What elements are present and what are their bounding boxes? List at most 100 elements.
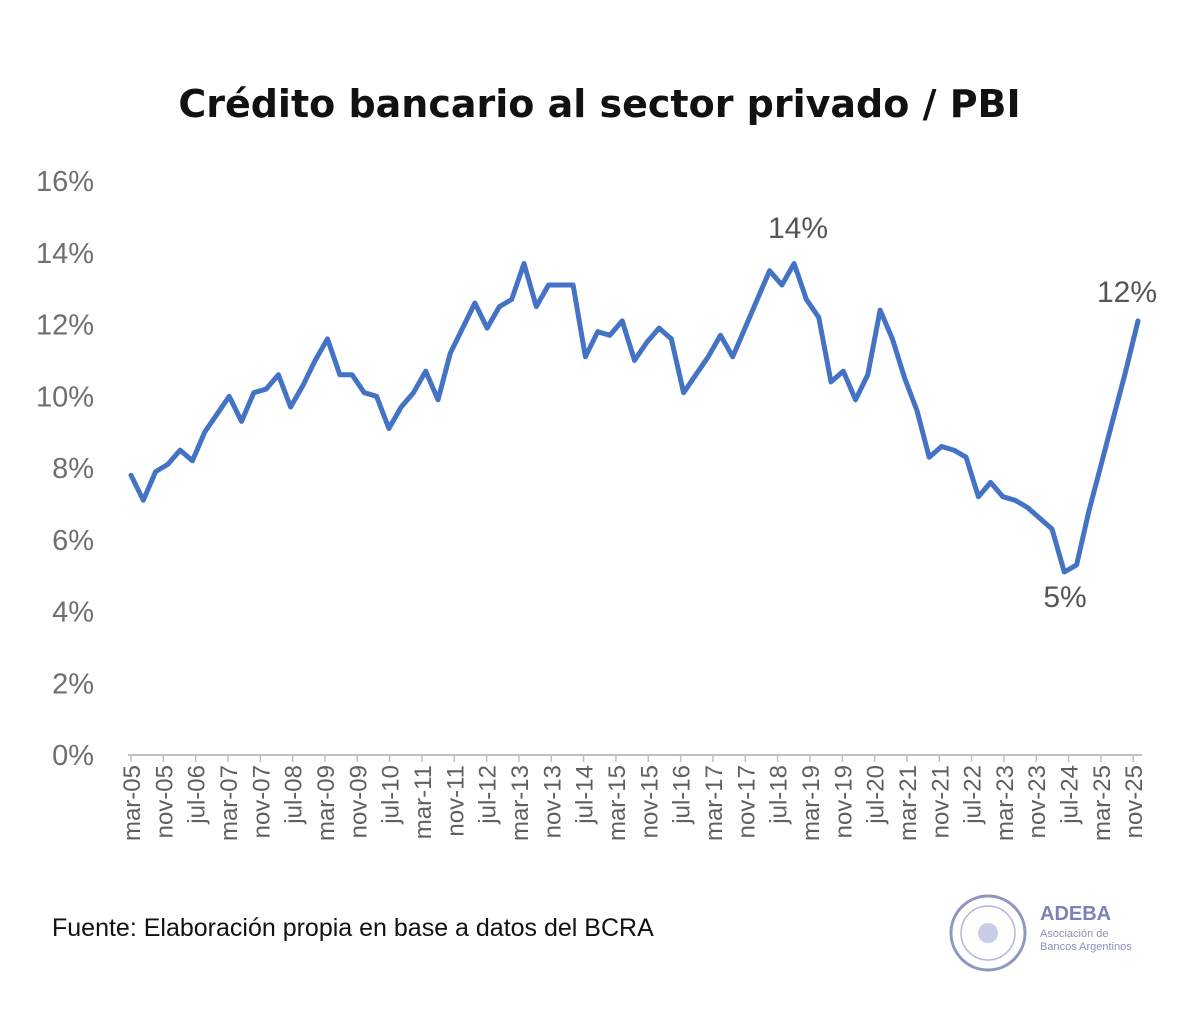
y-tick-label: 12% <box>36 310 94 342</box>
data-point <box>202 430 207 435</box>
data-point <box>472 301 477 306</box>
data-point <box>767 268 772 273</box>
annotation-peak-label: 14% <box>768 212 828 245</box>
data-point <box>632 358 637 363</box>
data-points <box>129 261 1141 575</box>
data-point <box>215 412 220 417</box>
x-tick-label: jul-20 <box>863 765 890 825</box>
data-point <box>448 351 453 356</box>
x-tick-label: jul-08 <box>281 765 308 825</box>
y-tick-label: 2% <box>52 668 94 700</box>
x-tick-label: mar-13 <box>507 765 534 841</box>
x-tick-label: mar-09 <box>313 765 340 841</box>
data-point <box>1123 369 1128 374</box>
logo-name: ADEBA <box>1040 903 1112 925</box>
x-tick-label: mar-21 <box>895 765 922 841</box>
x-tick-label: nov-23 <box>1024 765 1051 838</box>
x-tick-label: nov-19 <box>830 765 857 838</box>
seal-icon <box>949 894 1027 972</box>
data-point <box>1013 498 1018 503</box>
data-point <box>165 462 170 467</box>
chart-title: Crédito bancario al sector privado / PBI <box>178 82 1021 126</box>
data-point <box>1000 494 1005 499</box>
data-point <box>264 387 269 392</box>
data-point <box>755 297 760 302</box>
y-tick-label: 16% <box>36 166 94 198</box>
data-point <box>939 444 944 449</box>
annotation-last-value-label: 12% <box>1097 276 1157 309</box>
data-point <box>743 326 748 331</box>
x-tick-label: mar-19 <box>798 765 825 841</box>
data-point <box>878 308 883 313</box>
data-point <box>1086 509 1091 514</box>
x-tick-label: nov-11 <box>442 765 469 837</box>
data-point <box>300 383 305 388</box>
x-tick-label: mar-17 <box>701 765 728 841</box>
data-point <box>558 283 563 288</box>
data-point <box>620 318 625 323</box>
y-tick-label: 8% <box>52 453 94 485</box>
y-axis-labels: 0% 2% 4% 6% 8% 10% 12% 14% 16% <box>36 166 94 772</box>
data-point <box>730 354 735 359</box>
data-point <box>485 326 490 331</box>
x-tick-label: nov-21 <box>927 765 954 838</box>
x-tick-label: jul-16 <box>669 765 696 825</box>
data-point <box>1050 527 1055 532</box>
data-point <box>350 372 355 377</box>
data-point <box>927 455 932 460</box>
x-axis-ticks <box>130 755 1134 762</box>
x-tick-label: jul-24 <box>1057 765 1084 825</box>
annotation-minimum-label: 5% <box>1043 581 1086 614</box>
x-tick-label: jul-18 <box>766 765 793 825</box>
data-point <box>779 283 784 288</box>
x-tick-label: jul-22 <box>960 765 987 825</box>
logo-subtitle-line2: Bancos Argentinos <box>1040 941 1132 953</box>
x-axis-labels: mar-05 nov-05 jul-06 mar-07 nov-07 jul-08 mar-… <box>119 765 1148 841</box>
x-tick-label: jul-10 <box>378 765 405 825</box>
data-point <box>915 408 920 413</box>
data-point <box>190 458 195 463</box>
data-point <box>816 315 821 320</box>
data-point <box>669 336 674 341</box>
data-point <box>1111 415 1116 420</box>
data-point <box>460 326 465 331</box>
data-point <box>251 390 256 395</box>
data-point <box>288 405 293 410</box>
data-point <box>337 372 342 377</box>
data-point <box>1136 318 1141 323</box>
data-point <box>509 297 514 302</box>
data-point <box>571 283 576 288</box>
line-chart: 0%2%4%6%8%10%12%14%16% mar-05 nov-05 jul-0… <box>36 166 1157 841</box>
series-line <box>128 261 1141 575</box>
data-point <box>976 494 981 499</box>
data-point <box>153 469 158 474</box>
data-point <box>497 304 502 309</box>
data-point <box>141 498 146 503</box>
x-tick-label: mar-05 <box>119 765 146 841</box>
data-point <box>1074 562 1079 567</box>
data-point <box>583 354 588 359</box>
source-note: Fuente: Elaboración propia en base a dat… <box>52 914 654 942</box>
x-tick-label: mar-23 <box>992 765 1019 841</box>
data-point <box>657 326 662 331</box>
y-tick-label: 6% <box>52 525 94 557</box>
adeba-logo: ADEBA Asociación de Bancos Argentinos <box>948 893 1148 973</box>
data-point <box>902 376 907 381</box>
data-point <box>276 372 281 377</box>
data-point <box>607 333 612 338</box>
data-point <box>595 329 600 334</box>
data-point <box>693 372 698 377</box>
data-point <box>829 379 834 384</box>
data-point <box>718 333 723 338</box>
data-point <box>423 369 428 374</box>
data-point <box>411 390 416 395</box>
data-point <box>804 297 809 302</box>
x-tick-label: nov-09 <box>345 765 372 838</box>
data-point <box>374 394 379 399</box>
x-tick-label: nov-25 <box>1121 765 1148 838</box>
x-tick-label: nov-13 <box>539 765 566 838</box>
data-point <box>534 304 539 309</box>
data-point <box>681 390 686 395</box>
data-point <box>890 336 895 341</box>
data-point <box>706 354 711 359</box>
